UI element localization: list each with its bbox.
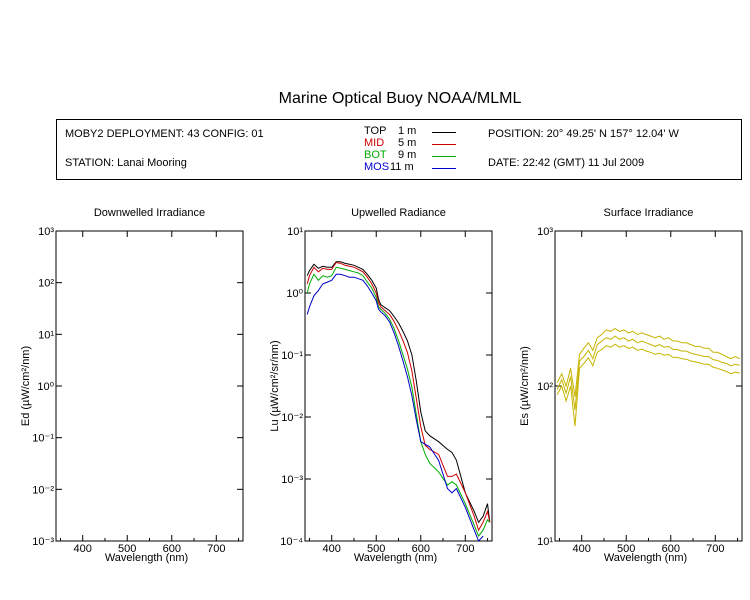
legend-mos-line [432, 168, 456, 169]
series-mid-line [306, 261, 491, 532]
y-tick-label: 10⁰ [286, 288, 303, 300]
upwelled-radiance-ylabel: Lu (µW/cm²/sr/nm) [269, 340, 281, 431]
x-tick-label: 400 [573, 543, 591, 555]
y-tick-label: 10⁻⁴ [280, 536, 303, 548]
series-es-3-line [556, 343, 740, 427]
downwelled-irradiance-ylabel: Ed (µW/cm²/nm) [20, 346, 32, 426]
surface-irradiance-ylabel: Es (µW/cm²/nm) [519, 346, 531, 426]
legend-bot-line [432, 156, 456, 157]
downwelled-irradiance-chart: Downwelled Irradiance 400 500 600 700 10⁻³ 10⁻… [20, 207, 244, 564]
downwelled-irradiance-xlabel: Wavelength (nm) [105, 552, 188, 564]
series-top-line [306, 261, 491, 524]
y-tick-label: 10¹ [537, 536, 553, 548]
x-tick-label: 700 [706, 543, 724, 555]
legend-mid-line [432, 144, 456, 145]
deployment-label: MOBY2 DEPLOYMENT: 43 CONFIG: 01 [65, 128, 264, 140]
upwelled-radiance-xlabel: Wavelength (nm) [354, 552, 437, 564]
legend-mid-depth: 5 m [398, 137, 417, 149]
legend-top-depth: 1 m [398, 125, 417, 137]
y-tick-label: 10⁻² [32, 484, 54, 496]
series-bot-line [306, 266, 491, 538]
surface-irradiance-chart: Surface Irradiance 400 500 600 700 10¹ 10² 10³ W… [519, 207, 743, 564]
x-tick-label: 400 [323, 543, 341, 555]
position-label: POSITION: 20° 49.25' N 157° 12.04' W [488, 128, 679, 140]
y-tick-label: 10⁻¹ [281, 350, 303, 362]
x-tick-label: 700 [456, 543, 474, 555]
y-tick-label: 10⁻³ [281, 474, 303, 486]
y-tick-label: 10³ [537, 226, 553, 238]
legend-mid-name: MID [364, 137, 385, 149]
upwelled-radiance-chart: Upwelled Radiance 400 500 600 700 10⁻⁴ 10⁻³ 10⁻… [269, 207, 493, 564]
upwelled-radiance-series-group [306, 261, 491, 541]
y-tick-label: 10⁻¹ [32, 433, 54, 445]
series-mos-line [306, 273, 484, 541]
legend-mos-name: MOS [364, 161, 390, 173]
surface-irradiance-title: Surface Irradiance [604, 207, 694, 219]
x-tick-label: 600 [662, 543, 680, 555]
legend-bot-name: BOT [364, 149, 387, 161]
y-tick-label: 10⁻² [281, 412, 303, 424]
legend-mos-depth: 11 m [390, 161, 414, 173]
surface-irradiance-xlabel: Wavelength (nm) [604, 552, 687, 564]
x-tick-label: 600 [163, 543, 181, 555]
y-tick-label: 10¹ [287, 226, 303, 238]
x-tick-label: 500 [118, 543, 136, 555]
y-tick-label: 10² [537, 381, 553, 393]
y-tick-label: 10⁰ [37, 381, 54, 393]
downwelled-irradiance-title: Downwelled Irradiance [94, 207, 205, 219]
x-tick-label: 500 [367, 543, 385, 555]
legend-top-name: TOP [364, 125, 387, 137]
series-es-1-line [556, 327, 741, 397]
surface-irradiance-frame [554, 230, 743, 542]
upwelled-radiance-title: Upwelled Radiance [351, 207, 446, 219]
legend-bot-depth: 9 m [398, 149, 417, 161]
legend-top-line [432, 132, 456, 133]
y-tick-label: 10⁻³ [32, 536, 54, 548]
station-label: STATION: Lanai Mooring [65, 157, 187, 169]
info-box: MOBY2 DEPLOYMENT: 43 CONFIG: 01 STATION:… [56, 119, 742, 180]
y-tick-label: 10² [38, 278, 54, 290]
x-tick-label: 700 [207, 543, 225, 555]
series-es-2-line [556, 335, 740, 411]
surface-irradiance-series-group [556, 327, 741, 427]
page-title: Marine Optical Buoy NOAA/MLML [278, 90, 522, 107]
x-tick-label: 500 [617, 543, 635, 555]
upwelled-radiance-frame [304, 230, 493, 542]
y-tick-label: 10¹ [38, 329, 54, 341]
x-tick-label: 600 [412, 543, 430, 555]
x-tick-label: 400 [74, 543, 92, 555]
downwelled-irradiance-frame [55, 230, 244, 542]
y-tick-label: 10³ [38, 226, 54, 238]
date-label: DATE: 22:42 (GMT) 11 Jul 2009 [488, 157, 645, 169]
